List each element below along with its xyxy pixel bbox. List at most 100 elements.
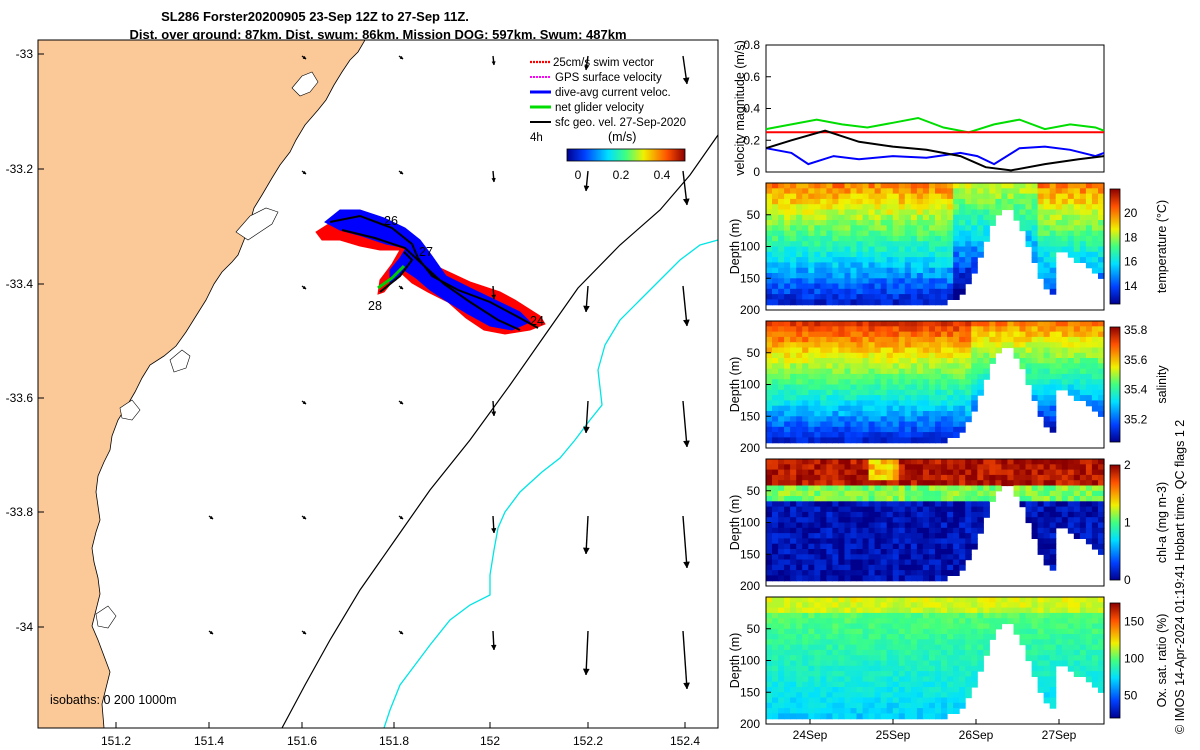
section-cell — [772, 389, 779, 396]
section-cell — [808, 437, 815, 444]
section-cell — [886, 347, 894, 354]
copyright: © IMOS 14-Apr-2024 01:19:41 Hobart time.… — [1173, 420, 1187, 734]
section-cell — [983, 193, 990, 200]
section-cell — [850, 575, 858, 582]
section-cell — [959, 464, 966, 471]
section-cell — [947, 188, 954, 195]
section-cell — [874, 257, 882, 263]
section-cell — [953, 183, 960, 189]
section-cell — [1025, 342, 1033, 349]
isobaths-label: isobaths: 0 200 1000m — [50, 693, 176, 707]
section-cell — [850, 246, 858, 253]
section-cell — [1073, 204, 1081, 211]
section-cell — [1098, 225, 1105, 232]
section-cell — [784, 459, 791, 465]
section-cell — [971, 214, 978, 221]
section-cell — [1085, 496, 1093, 502]
section-cell — [838, 368, 845, 375]
section-cell — [898, 496, 906, 502]
section-cell — [947, 644, 954, 651]
section-cell — [796, 198, 803, 205]
section-cell — [886, 294, 894, 300]
section-cell — [1007, 336, 1014, 343]
section-cell — [862, 485, 870, 492]
section-cell — [880, 570, 888, 576]
section-cell — [941, 368, 948, 375]
section-cell — [1079, 188, 1087, 195]
section-cell — [844, 331, 852, 338]
section-cell — [766, 267, 773, 274]
section-cell — [832, 416, 839, 423]
section-cell — [832, 278, 839, 285]
section-cell — [772, 496, 779, 502]
section-cell — [904, 511, 912, 518]
geo-arrow-head — [399, 630, 404, 635]
section-cell — [971, 533, 978, 539]
section-cell — [832, 697, 839, 704]
section-cell — [947, 342, 954, 349]
section-cell — [880, 183, 888, 189]
section-cell — [778, 220, 785, 226]
section-cell — [935, 564, 942, 571]
section-cell — [778, 283, 785, 290]
section-cell — [802, 220, 809, 226]
section-cell — [959, 273, 966, 279]
section-cell — [983, 602, 990, 609]
section-cell — [1091, 246, 1099, 253]
section-cell — [1073, 506, 1081, 513]
section-cell — [1031, 511, 1039, 518]
section-cell — [826, 459, 833, 465]
section-cell — [1037, 687, 1045, 693]
section-cell — [802, 395, 809, 401]
section-cell — [898, 612, 906, 619]
section-cell — [1061, 342, 1069, 349]
section-cell — [916, 373, 924, 380]
section-cell — [832, 570, 839, 576]
section-cell — [826, 554, 833, 561]
section-cell — [874, 288, 882, 295]
section-cell — [850, 660, 858, 667]
section-y-tick-label: 50 — [747, 346, 761, 360]
section-cell — [941, 671, 948, 677]
section-cell — [880, 400, 888, 407]
section-cell — [935, 697, 942, 704]
section-cell — [814, 262, 821, 269]
section-cell — [916, 321, 924, 327]
section-cell — [935, 267, 942, 274]
section-x-tick-label: 27Sep — [1042, 728, 1077, 742]
section-cell — [892, 331, 900, 338]
section-cell — [1043, 416, 1051, 423]
section-cell — [850, 527, 858, 534]
section-cell — [862, 262, 870, 269]
section-cell — [826, 326, 833, 333]
section-cell — [910, 644, 918, 651]
section-cell — [814, 432, 821, 438]
section-cell — [802, 416, 809, 423]
section-cell — [1073, 469, 1081, 476]
section-cell — [892, 554, 900, 561]
section-cell — [935, 554, 942, 561]
section-cell — [1043, 400, 1051, 407]
section-cell — [922, 702, 930, 709]
section-cell — [784, 496, 791, 502]
section-cell — [1055, 660, 1063, 667]
section-cell — [772, 426, 779, 433]
section-cell — [850, 193, 858, 200]
section-cell — [971, 267, 978, 274]
section-cell — [1079, 326, 1087, 333]
section-cell — [844, 464, 852, 471]
section-cell — [1098, 496, 1105, 502]
section-cell — [868, 220, 876, 226]
section-cell — [922, 554, 930, 561]
section-cell — [856, 342, 864, 349]
section-cell — [814, 692, 821, 699]
section-cell — [1098, 517, 1105, 524]
section-cell — [856, 389, 864, 396]
section-cell — [892, 713, 900, 720]
section-cell — [808, 490, 815, 497]
section-cell — [802, 527, 809, 534]
section-cell — [1007, 193, 1014, 200]
section-cell — [1067, 363, 1075, 370]
section-cell — [832, 225, 839, 232]
